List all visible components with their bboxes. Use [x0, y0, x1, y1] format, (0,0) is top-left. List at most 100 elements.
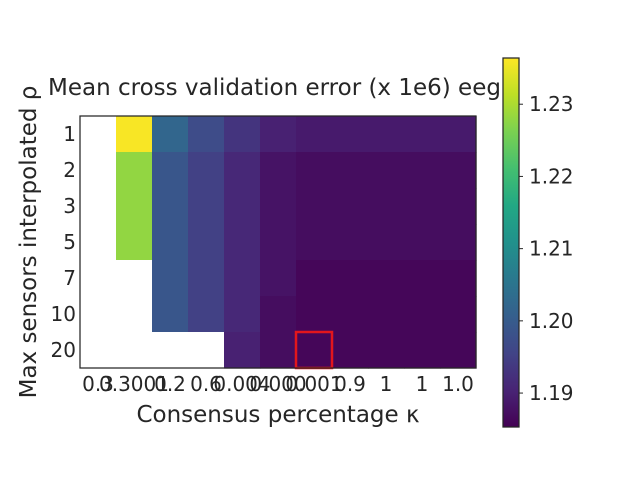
y-tick-label: 20: [51, 338, 76, 362]
heatmap-cell: [332, 260, 369, 297]
heatmap-cell: [440, 296, 477, 333]
heatmap-cell: [260, 332, 297, 369]
heatmap-cell: [152, 188, 189, 225]
y-tick-labels: 1 2 3 5 7 10 20: [51, 122, 76, 362]
heatmap-cell: [404, 116, 441, 153]
heatmap-cell: [368, 116, 405, 153]
x-tick-label: 0.3001: [99, 372, 169, 396]
colorbar-tick-label: 1.20: [529, 309, 574, 333]
x-tick-label: 0.2: [154, 372, 186, 396]
heatmap-cell: [188, 152, 225, 189]
heatmap-cell: [404, 260, 441, 297]
heatmap-cell: [440, 260, 477, 297]
heatmap-cell: [152, 152, 189, 189]
heatmap-cell: [368, 188, 405, 225]
heatmap-cell: [404, 224, 441, 261]
x-tick-label: 0.004: [213, 372, 270, 396]
heatmap-cell: [116, 224, 153, 261]
heatmap-cell: [224, 332, 261, 369]
heatmap-cell: [296, 188, 333, 225]
heatmap-cell: [260, 296, 297, 333]
heatmap-cell: [224, 152, 261, 189]
y-tick-label: 3: [63, 194, 76, 218]
heatmap-cell: [80, 224, 117, 261]
heatmap-cell: [224, 224, 261, 261]
y-tick-label: 1: [63, 122, 76, 146]
heatmap-cell: [332, 332, 369, 369]
heatmap-cell: [224, 296, 261, 333]
heatmap-cell: [296, 224, 333, 261]
heatmap-cell: [152, 224, 189, 261]
heatmap-cell: [188, 332, 225, 369]
heatmap-cell: [152, 332, 189, 369]
heatmap-cell: [224, 188, 261, 225]
heatmap-cell: [332, 188, 369, 225]
x-tick-label: 1: [416, 372, 429, 396]
heatmap-cell: [368, 224, 405, 261]
heatmap-cell: [440, 224, 477, 261]
colorbar-tick-label: 1.21: [529, 237, 574, 261]
heatmap-cell: [404, 332, 441, 369]
heatmap-cell: [80, 332, 117, 369]
colorbar-tick-label: 1.19: [529, 381, 574, 405]
colorbar-tick-label: 1.22: [529, 164, 574, 188]
heatmap-cell: [80, 152, 117, 189]
heatmap-cell: [152, 260, 189, 297]
x-tick-label: 0.3: [82, 372, 114, 396]
heatmap-cell: [188, 224, 225, 261]
x-tick-label: 0.001: [285, 372, 342, 396]
heatmap-cell: [116, 152, 153, 189]
y-tick-label: 10: [51, 302, 76, 326]
heatmap-cell: [296, 332, 333, 369]
x-tick-label: 0.000: [249, 372, 306, 396]
heatmap-cell: [404, 188, 441, 225]
y-tick-label: 5: [63, 230, 76, 254]
y-axis-label: Max sensors interpolated ρ: [16, 86, 42, 399]
heatmap-cell: [296, 116, 333, 153]
x-tick-label: 0.6: [190, 372, 222, 396]
heatmap-cell: [80, 116, 117, 153]
y-tick-label: 2: [63, 158, 76, 182]
heatmap-cell: [152, 296, 189, 333]
heatmap-cell: [440, 332, 477, 369]
x-tick-label: 0.9: [334, 372, 366, 396]
heatmap-cell: [368, 260, 405, 297]
heatmap-cell: [404, 296, 441, 333]
heatmap-cell: [260, 152, 297, 189]
heatmap-cell: [260, 224, 297, 261]
x-axis-label: Consensus percentage κ: [136, 402, 419, 428]
heatmap-cell: [440, 152, 477, 189]
heatmap-cell: [80, 260, 117, 297]
heatmap-cell: [260, 188, 297, 225]
heatmap-cell: [440, 116, 477, 153]
heatmap-cell: [188, 296, 225, 333]
heatmap-cell: [116, 188, 153, 225]
heatmap-cell: [404, 152, 441, 189]
heatmap-cell: [332, 296, 369, 333]
heatmap-cell: [332, 116, 369, 153]
heatmap-cell: [332, 224, 369, 261]
x-tick-label: 1: [380, 372, 393, 396]
heatmap-cell: [260, 116, 297, 153]
heatmap-cell: [296, 260, 333, 297]
y-tick-label: 7: [63, 266, 76, 290]
colorbar-tick-labels: 1.19 1.20 1.21 1.22 1.23: [519, 92, 574, 405]
heatmap-cell: [188, 260, 225, 297]
heatmap-cell: [332, 152, 369, 189]
heatmap-cell: [440, 188, 477, 225]
heatmap-cell: [116, 296, 153, 333]
chart-title: Mean cross validation error (x 1e6) eeg: [48, 75, 501, 101]
plot-frame: [79, 115, 477, 369]
heatmap-cell: [116, 260, 153, 297]
x-tick-label: 1.0: [442, 372, 474, 396]
colorbar-tick-label: 1.23: [529, 92, 574, 116]
heatmap-cell: [296, 296, 333, 333]
heatmap-cell: [368, 332, 405, 369]
heatmap-cell: [80, 188, 117, 225]
heatmap-cell: [368, 152, 405, 189]
heatmap-cell: [188, 116, 225, 153]
heatmap-cell: [80, 296, 117, 333]
heatmap-cell: [224, 260, 261, 297]
